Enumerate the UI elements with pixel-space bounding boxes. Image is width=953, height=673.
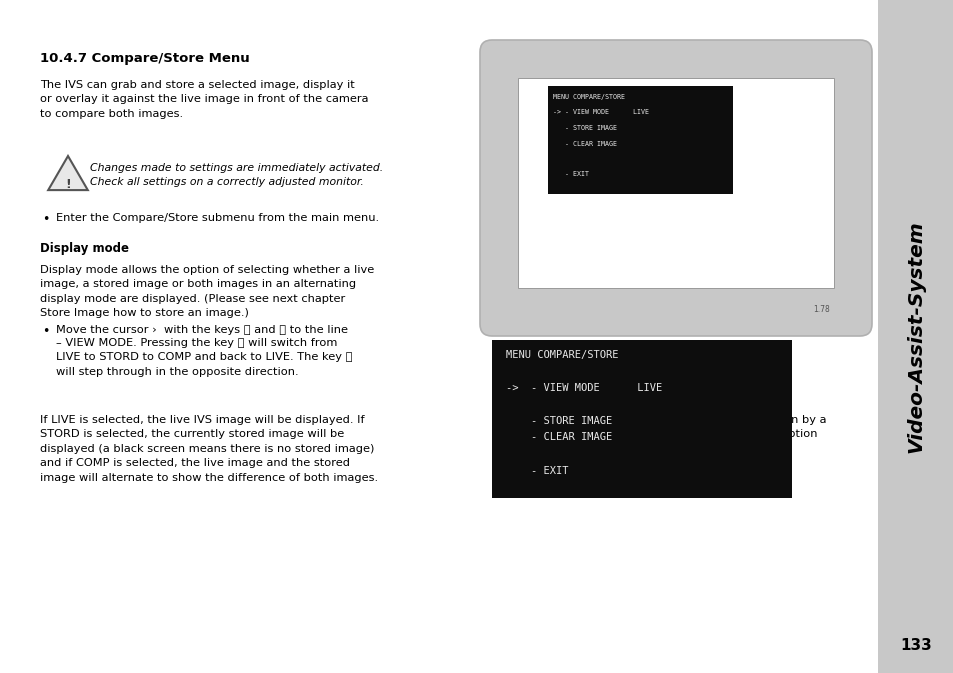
Text: !: !	[65, 178, 71, 190]
Text: Changes made to settings are immediately activated.
Check all settings on a corr: Changes made to settings are immediately…	[90, 163, 383, 187]
Text: - EXIT: - EXIT	[505, 466, 568, 476]
Text: 1.78: 1.78	[812, 306, 829, 314]
Text: - STORE IMAGE: - STORE IMAGE	[505, 416, 612, 426]
Text: - CLEAR IMAGE: - CLEAR IMAGE	[505, 433, 612, 443]
Text: Enter the Compare/Store submenu from the main menu.: Enter the Compare/Store submenu from the…	[56, 213, 378, 223]
Bar	[517, 78, 833, 288]
Text: ->  - VIEW MODE      LIVE: -> - VIEW MODE LIVE	[505, 383, 661, 393]
Text: The stored image is memorized until it is overwritten by a
new stored image, cle: The stored image is memorized until it i…	[495, 415, 825, 454]
Text: - CLEAR IMAGE: - CLEAR IMAGE	[553, 141, 617, 147]
Polygon shape	[49, 156, 88, 190]
Text: – VIEW MODE. Pressing the key Ⓟ will switch from
LIVE to STORD to COMP and back : – VIEW MODE. Pressing the key Ⓟ will swi…	[56, 338, 352, 377]
FancyBboxPatch shape	[479, 40, 871, 336]
Text: •: •	[42, 325, 50, 338]
Text: - STORE IMAGE: - STORE IMAGE	[553, 125, 617, 131]
Text: The IVS can grab and store a selected image, display it
or overlay it against th: The IVS can grab and store a selected im…	[40, 80, 368, 119]
Text: Display mode allows the option of selecting whether a live
image, a stored image: Display mode allows the option of select…	[40, 265, 374, 318]
Text: -> - VIEW MODE      LIVE: -> - VIEW MODE LIVE	[553, 110, 648, 116]
Text: 133: 133	[900, 637, 931, 653]
Text: Move the cursor ›  with the keys Ⓐ and Ⓟ to the line: Move the cursor › with the keys Ⓐ and Ⓟ …	[56, 325, 348, 335]
Text: MENU COMPARE/STORE: MENU COMPARE/STORE	[505, 350, 618, 360]
Bar	[547, 86, 732, 194]
Bar	[492, 340, 791, 498]
Text: •: •	[42, 213, 50, 226]
Text: MENU COMPARE/STORE: MENU COMPARE/STORE	[553, 94, 624, 100]
Text: Video-Assist-System: Video-Assist-System	[905, 220, 924, 453]
Text: - EXIT: - EXIT	[553, 172, 588, 178]
Text: If LIVE is selected, the live IVS image will be displayed. If
STORD is selected,: If LIVE is selected, the live IVS image …	[40, 415, 377, 483]
Text: Display mode: Display mode	[40, 242, 129, 255]
Bar	[877, 0, 953, 673]
Text: 10.4.7 Compare/Store Menu: 10.4.7 Compare/Store Menu	[40, 52, 250, 65]
